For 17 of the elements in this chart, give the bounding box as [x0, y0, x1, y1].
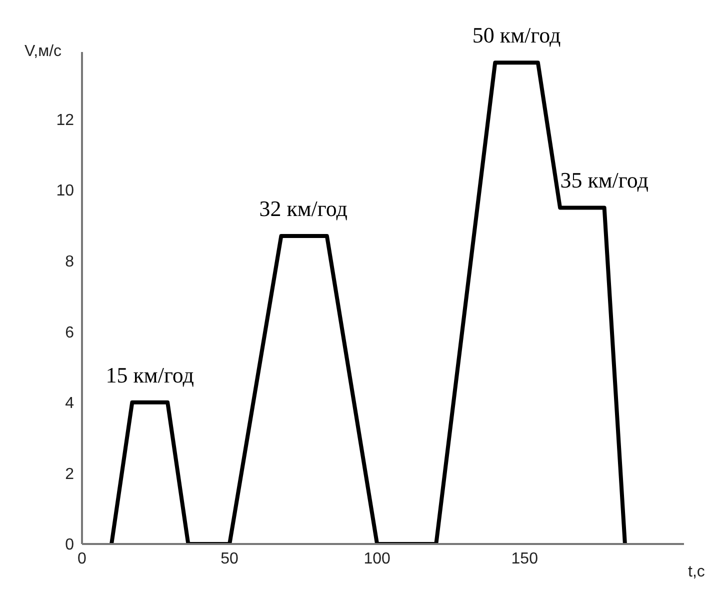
annotation: 50 км/год — [472, 22, 561, 48]
y-axis-title: V,м/с — [24, 43, 62, 60]
y-tick-label: 4 — [65, 395, 74, 412]
y-tick-label: 6 — [65, 324, 74, 342]
y-tick-label: 12 — [56, 112, 74, 129]
y-tick-label: 0 — [65, 536, 74, 554]
y-tick-label: 2 — [65, 466, 74, 483]
x-tick-label: 100 — [364, 550, 391, 568]
x-axis-title: t,с — [688, 564, 705, 581]
annotation: 15 км/год — [106, 362, 194, 388]
annotation: 32 км/год — [259, 196, 348, 222]
x-tick-label: 150 — [511, 550, 538, 568]
y-tick-label: 8 — [65, 254, 74, 271]
x-tick-label: 0 — [78, 550, 87, 568]
x-tick-label: 50 — [220, 550, 239, 568]
y-tick-label: 10 — [56, 182, 74, 200]
annotation: 35 км/год — [560, 168, 648, 193]
